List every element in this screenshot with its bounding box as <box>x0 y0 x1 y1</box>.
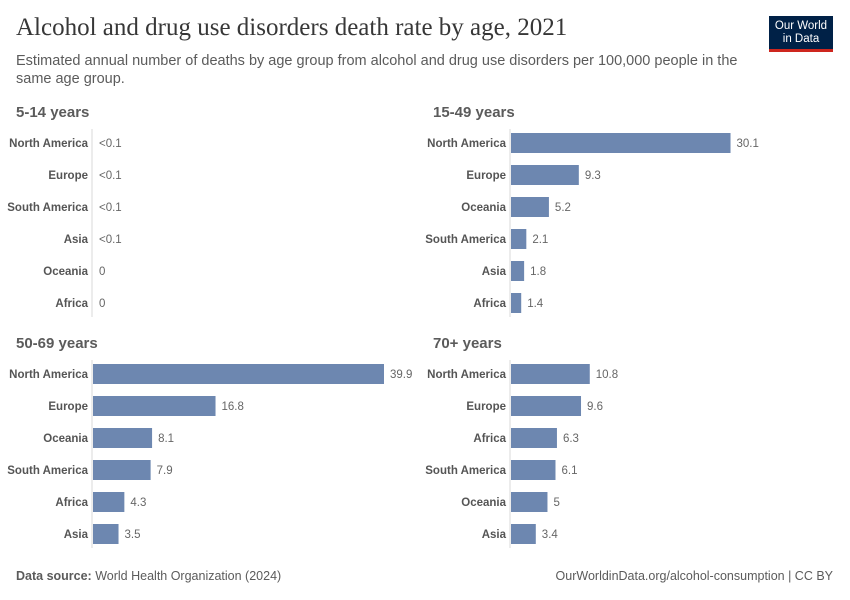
bar <box>511 396 582 416</box>
source-url-link[interactable]: OurWorldinData.org/alcohol-consumption |… <box>555 569 833 583</box>
value-label: 1.4 <box>527 298 544 310</box>
category-label: Africa <box>55 497 88 509</box>
value-label: 5 <box>553 497 559 509</box>
bar <box>93 524 119 544</box>
bar <box>511 524 536 544</box>
category-label: Africa <box>55 298 88 310</box>
category-label: Africa <box>473 298 506 310</box>
value-label: 10.8 <box>596 369 618 381</box>
category-label: Asia <box>64 529 89 541</box>
category-label: South America <box>7 202 88 214</box>
value-label: 6.3 <box>563 433 579 445</box>
bar <box>511 197 549 217</box>
category-label: Africa <box>473 433 506 445</box>
bar <box>511 428 557 448</box>
category-label: Asia <box>482 266 507 278</box>
value-label: 2.1 <box>532 234 548 246</box>
category-label: North America <box>427 369 506 381</box>
category-label: South America <box>425 234 506 246</box>
bar <box>511 460 556 480</box>
bar <box>511 364 590 384</box>
value-label: 5.2 <box>555 202 571 214</box>
logo-line-1: Our World <box>774 19 828 32</box>
bar <box>511 293 522 313</box>
category-label: Europe <box>466 170 506 182</box>
bar <box>511 492 548 512</box>
category-label: Oceania <box>461 202 506 214</box>
panel-title: 15-49 years <box>433 104 515 121</box>
value-label: 30.1 <box>737 138 759 150</box>
value-label: 1.8 <box>530 266 546 278</box>
value-label: 9.6 <box>587 401 603 413</box>
value-label: 0 <box>99 298 105 310</box>
category-label: South America <box>7 465 88 477</box>
bar <box>93 460 151 480</box>
owid-logo[interactable]: Our World in Data <box>769 16 833 52</box>
category-label: North America <box>427 138 506 150</box>
chart-subtitle: Estimated annual number of deaths by age… <box>16 53 738 87</box>
data-source-label: Data source: <box>16 569 92 583</box>
value-label: <0.1 <box>99 138 122 150</box>
logo-line-2: in Data <box>782 32 820 45</box>
bar <box>93 364 384 384</box>
bar <box>93 492 125 512</box>
bar <box>93 428 153 448</box>
data-source-value: World Health Organization (2024) <box>95 569 282 583</box>
category-label: Oceania <box>461 497 506 509</box>
bar <box>511 261 525 281</box>
value-label: 3.5 <box>125 529 141 541</box>
category-label: Oceania <box>43 433 88 445</box>
value-label: 9.3 <box>585 170 601 182</box>
category-label: Europe <box>48 401 88 413</box>
value-label: 0 <box>99 266 105 278</box>
value-label: 3.4 <box>542 529 559 541</box>
value-label: 6.1 <box>561 465 577 477</box>
panel-title: 50-69 years <box>16 335 98 352</box>
data-source: Data source: World Health Organization (… <box>16 569 281 583</box>
category-label: North America <box>9 369 88 381</box>
value-label: 16.8 <box>222 401 244 413</box>
bar <box>93 396 216 416</box>
category-label: Asia <box>64 234 89 246</box>
chart-title: Alcohol and drug use disorders death rat… <box>16 14 568 41</box>
value-label: <0.1 <box>99 234 122 246</box>
bar <box>511 165 579 185</box>
bar <box>511 133 731 153</box>
value-label: <0.1 <box>99 202 122 214</box>
category-label: South America <box>425 465 506 477</box>
panel-title: 70+ years <box>433 335 502 352</box>
value-label: 7.9 <box>157 465 173 477</box>
bar <box>511 229 527 249</box>
value-label: 39.9 <box>390 369 412 381</box>
category-label: North America <box>9 138 88 150</box>
value-label: 8.1 <box>158 433 174 445</box>
panel-title: 5-14 years <box>16 104 89 121</box>
category-label: Asia <box>482 529 507 541</box>
category-label: Europe <box>466 401 506 413</box>
category-label: Europe <box>48 170 88 182</box>
value-label: 4.3 <box>130 497 146 509</box>
value-label: <0.1 <box>99 170 122 182</box>
category-label: Oceania <box>43 266 88 278</box>
